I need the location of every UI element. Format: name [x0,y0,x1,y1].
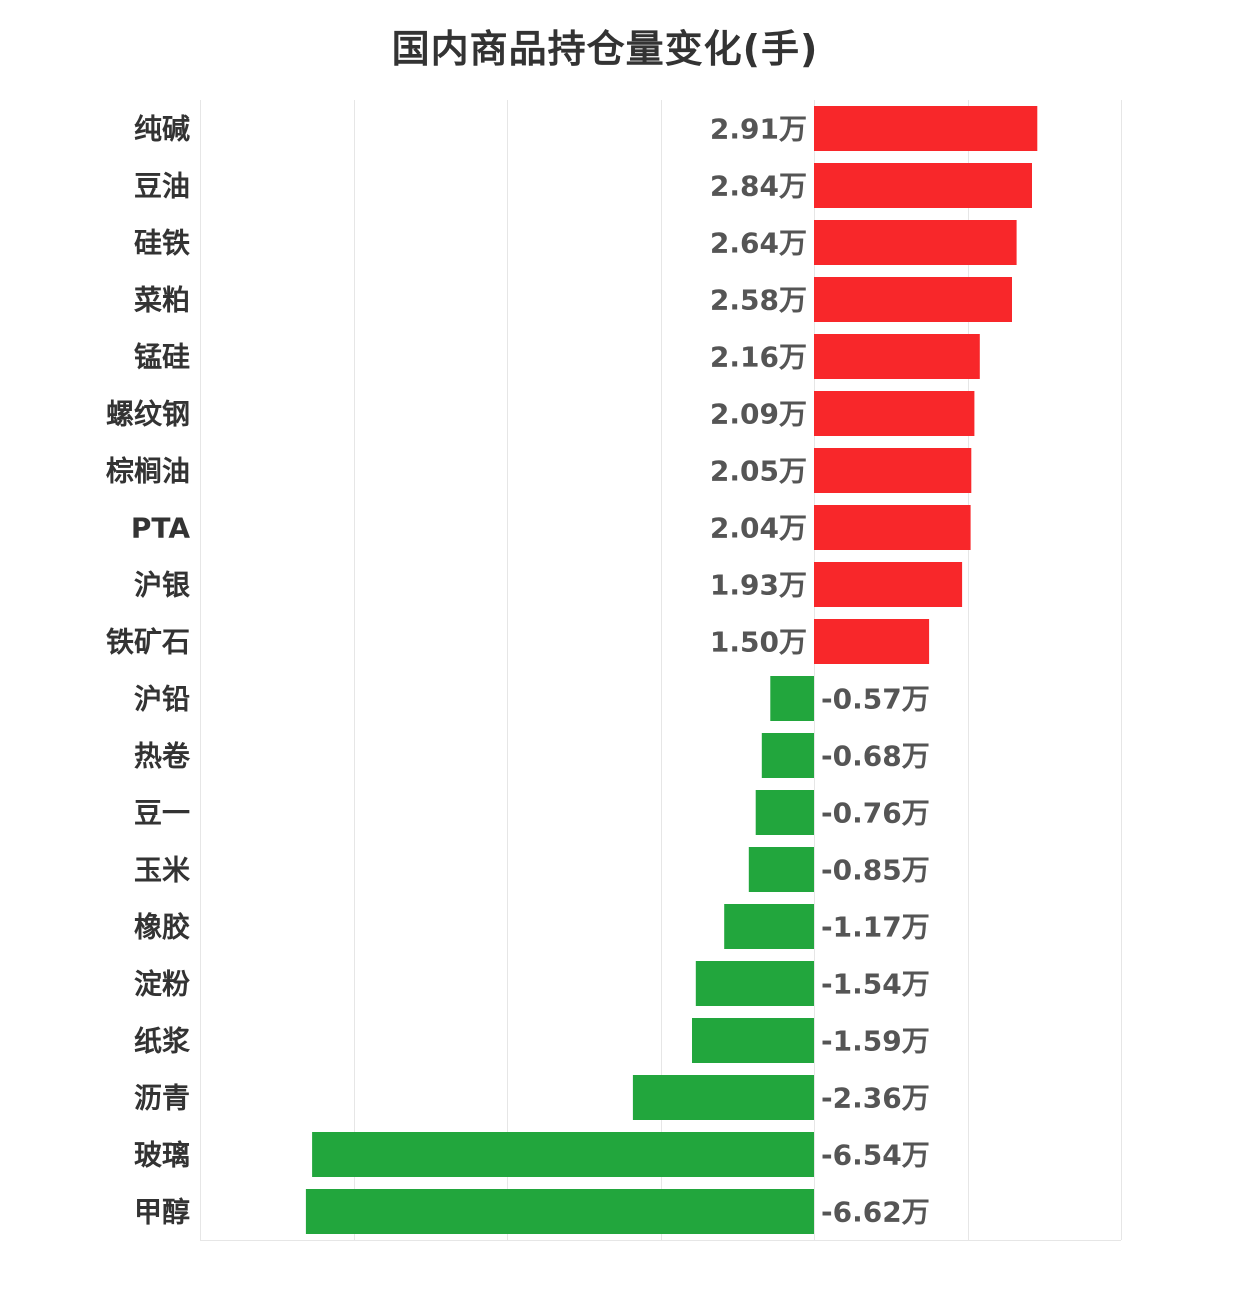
category-label: 菜粕 [134,284,190,317]
category-label: 棕榈油 [106,455,190,488]
bar [695,961,814,1006]
category-label: 豆油 [134,170,190,203]
chart-title: 国内商品持仓量变化(手) [391,27,819,71]
data-label: 2.84万 [710,170,807,203]
category-label: 豆一 [134,797,190,830]
category-label: 淀粉 [134,968,190,1001]
data-label: 2.58万 [710,284,807,317]
bar [755,790,814,835]
bar [814,391,975,436]
category-label: 沪铅 [134,683,190,716]
data-label: 2.09万 [710,398,807,431]
category-label: 螺纹钢 [106,398,190,431]
category-label: 纯碱 [134,113,190,146]
category-label: 硅铁 [134,227,190,260]
category-label: 纸浆 [134,1025,191,1058]
category-label: 玉米 [134,854,190,887]
bar [692,1018,814,1063]
bar [814,277,1012,322]
bar-layer [305,106,1038,1234]
bar [814,334,980,379]
data-label: -6.54万 [821,1139,930,1172]
bar [724,904,814,949]
data-label: 2.04万 [710,512,807,545]
bar [305,1189,814,1234]
bar [814,619,930,664]
category-label: 铁矿石 [106,626,190,659]
category-label: 沥青 [134,1082,190,1115]
bar [761,733,814,778]
bar [632,1075,814,1120]
data-label: -1.17万 [821,911,930,944]
bar [814,505,971,550]
data-label: -0.68万 [821,740,930,773]
category-label: 沪银 [134,569,191,602]
data-label: 2.64万 [710,227,807,260]
data-label: 1.50万 [710,626,807,659]
data-label: -0.57万 [821,683,930,716]
data-label: -0.85万 [821,854,930,887]
category-label: 橡胶 [134,911,190,944]
data-label: -1.54万 [821,968,930,1001]
category-label: PTA [131,512,190,545]
data-label: -6.62万 [821,1196,930,1229]
data-label: -2.36万 [821,1082,930,1115]
bar [814,163,1032,208]
data-label: -1.59万 [821,1025,930,1058]
bar [814,448,972,493]
category-label: 甲醇 [134,1196,190,1229]
data-label: 2.91万 [710,113,807,146]
grid-layer [200,100,1122,1241]
data-label: -0.76万 [821,797,930,830]
bar [748,847,814,892]
bar [814,220,1017,265]
category-label: 玻璃 [134,1139,190,1172]
bar [312,1132,814,1177]
data-label: 2.05万 [710,455,807,488]
category-label: 热卷 [134,740,191,773]
bar [814,562,963,607]
bar [814,106,1038,151]
bar [770,676,814,721]
data-label: 2.16万 [710,341,807,374]
category-label: 锰硅 [134,341,190,374]
data-label: 1.93万 [710,569,807,602]
